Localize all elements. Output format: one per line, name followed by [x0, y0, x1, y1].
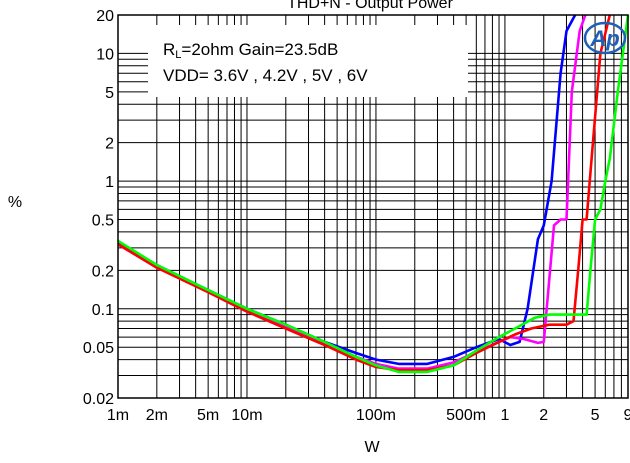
x-tick-label: 5 — [591, 407, 600, 424]
x-tick-label: 9 — [624, 407, 630, 424]
x-axis-label: W — [364, 439, 380, 456]
annotation-line1-prefix: R — [163, 40, 175, 59]
x-tick-label: 10m — [231, 407, 262, 424]
series-line-4 — [117, 14, 630, 374]
series-line-3 — [117, 14, 612, 372]
x-tick-label: 2 — [539, 407, 548, 424]
x-tick-label: 2m — [146, 407, 168, 424]
annotation-line1-rest: =2ohm Gain=23.5dB — [181, 40, 338, 59]
x-tick-label: 100m — [356, 407, 396, 424]
y-tick-label: 1 — [105, 174, 114, 191]
x-tick-label: 5m — [197, 407, 219, 424]
annotation-line1-subscript: L — [175, 49, 181, 61]
annotation-box: RL=2ohm Gain=23.5dB VDD= 3.6V , 4.2V , 5… — [148, 25, 468, 97]
chart-title: THD+N - Output Power — [287, 0, 454, 12]
tick-labels: 1m 2m 5m 10m 100m 500m 1 2 5 9 0.02 0.05 0.1 0.2 0.5 1 2… — [83, 8, 630, 424]
x-tick-label: 1m — [107, 407, 129, 424]
annotation-line1: RL=2ohm Gain=23.5dB — [163, 40, 338, 61]
y-tick-label: 5 — [105, 85, 114, 102]
y-axis-label: % — [8, 194, 22, 211]
x-tick-label: 500m — [446, 407, 486, 424]
y-tick-label: 20 — [96, 8, 114, 25]
ap-logo: Ap — [583, 21, 627, 55]
y-tick-label: 0.02 — [83, 391, 114, 408]
ap-logo-ring — [583, 21, 627, 55]
y-tick-label: 0.5 — [92, 213, 114, 230]
x-tick-label: 1 — [500, 407, 509, 424]
y-tick-label: 2 — [105, 136, 114, 153]
y-tick-label: 0.2 — [92, 263, 114, 280]
ap-logo-text: Ap — [589, 26, 619, 51]
plot-frame — [117, 14, 629, 399]
y-tick-label: 0.1 — [92, 302, 114, 319]
y-tick-label: 10 — [96, 46, 114, 63]
y-tick-label: 0.05 — [83, 340, 114, 357]
series-group — [117, 14, 630, 374]
annotation-line2: VDD= 3.6V , 4.2V , 5V , 6V — [163, 66, 368, 85]
annotation-background — [148, 25, 468, 97]
